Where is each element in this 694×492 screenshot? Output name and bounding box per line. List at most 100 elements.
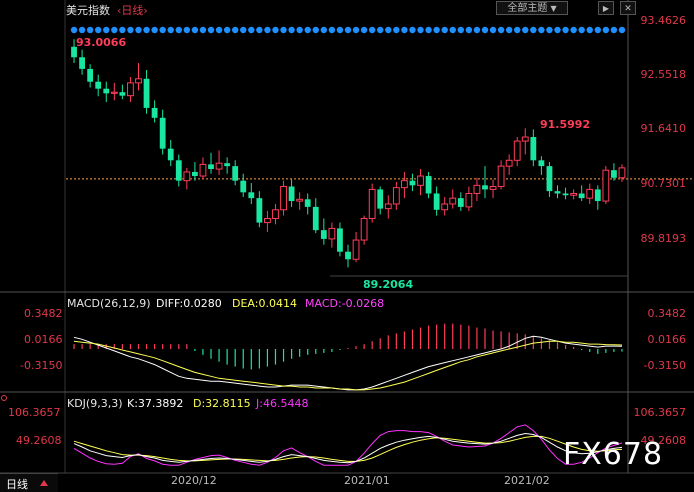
candle-body-up [215,162,223,170]
candle-body-down [530,137,537,161]
expand-button[interactable]: ▶ [598,1,614,15]
candle-body-up [183,171,191,182]
candle-body-down [191,171,198,177]
close-button[interactable]: ✕ [620,1,636,15]
period-label[interactable]: ‹日线› [117,4,148,17]
candle-body-down [611,170,617,178]
candle-body-up [505,159,513,167]
candle-body-up [392,187,400,205]
marker-dot [199,26,207,34]
candle-body-down [345,251,351,260]
marker-dot [522,26,529,34]
candle-body-up [441,203,449,211]
marker-dot [70,26,78,34]
marker-dot [111,26,118,34]
marker-dot [159,26,166,34]
macd-y-tick: 0.0166 [647,333,687,346]
marker-dot [320,26,328,34]
marker-dot [223,26,231,34]
marker-dot [530,26,537,34]
marker-dot [417,26,424,34]
candle-body-down [425,176,432,194]
candle-body-down [554,191,561,194]
marker-dot [570,26,577,34]
marker-dot [167,26,174,34]
peak-annotation: 91.5992 [540,118,591,131]
candle-body-down [538,160,545,167]
x-tick-label: 2021/01 [344,474,390,487]
candle-body-down [232,166,239,181]
marker-dot [497,26,505,34]
macd-dea-line [73,340,623,391]
marker-dot [554,26,561,34]
kdj-y-tick: 106.3657 [633,406,687,419]
candle-body-up [296,198,304,202]
marker-dot [151,26,158,34]
x-tick-label: 2020/12 [171,474,217,487]
macd-y-tick: -0.3150 [643,359,686,372]
kdj-label: KDJ(9,3,3) [67,397,123,410]
marker-dot [385,26,392,34]
marker-dot [143,26,150,34]
marker-dot [280,26,287,34]
macd-diff-value: DIFF:0.0280 [156,297,222,310]
candle-body-down [377,189,384,209]
low-annotation: 89.2064 [363,278,414,291]
candle-body-down [562,193,569,196]
candle-body-down [482,185,488,190]
marker-dot [538,26,545,34]
candle-body-down [248,192,255,199]
candle-body-up [570,192,578,196]
marker-dot [562,26,569,34]
macd-diff-line [73,335,623,391]
kdj-indicator-icon [1,395,7,401]
theme-selector[interactable]: 全部主题 ▼ [496,1,568,15]
candle-body-down [320,230,327,239]
candle-body-down [87,68,94,82]
marker-dot [240,26,247,34]
candle-body-up [280,185,287,211]
candle-body-down [103,88,110,94]
period-tab-label: 日线 [6,478,28,491]
marker-dot [256,26,263,34]
marker-dot [610,26,618,34]
marker-dot [505,26,513,34]
candle-body-down [167,148,174,161]
candle-body-up [127,82,134,97]
y-tick-label: 90.7301 [640,177,687,190]
marker-dot [457,26,465,34]
candle-body-down [256,198,263,223]
y-tick-label: 93.4626 [640,14,687,27]
period-tab[interactable]: 日线 [0,473,58,492]
candle-body-down [95,81,102,89]
marker-dot [578,26,585,34]
marker-dot [127,26,134,34]
candle-body-down [409,180,416,186]
instrument-title: 美元指数 [66,4,110,17]
marker-dot [312,26,319,34]
marker-dot [433,26,440,34]
candle-body-up [489,185,497,190]
kdj-j-value: J:46.5448 [256,397,309,410]
marker-dot [272,26,279,34]
y-tick-label: 91.6410 [640,122,687,135]
marker-dot [207,26,215,34]
candle-body-up [384,203,392,210]
y-tick-label: 89.8193 [640,232,687,245]
high-annotation: 93.0066 [76,36,127,49]
candle-body-up [135,78,142,84]
candle-body-up [586,188,594,199]
kdj-j-line [73,424,623,466]
marker-dot [336,26,344,34]
marker-dot [296,26,303,34]
triangle-up-icon [40,480,48,486]
theme-selector-label: 全部主题 [507,3,548,14]
marker-dot [215,26,223,34]
candle-body-down [337,228,343,252]
candle-body-up [272,209,279,220]
marker-dot [95,26,102,34]
candle-body-up [521,136,529,142]
macd-y-tick: 0.3482 [647,307,687,320]
